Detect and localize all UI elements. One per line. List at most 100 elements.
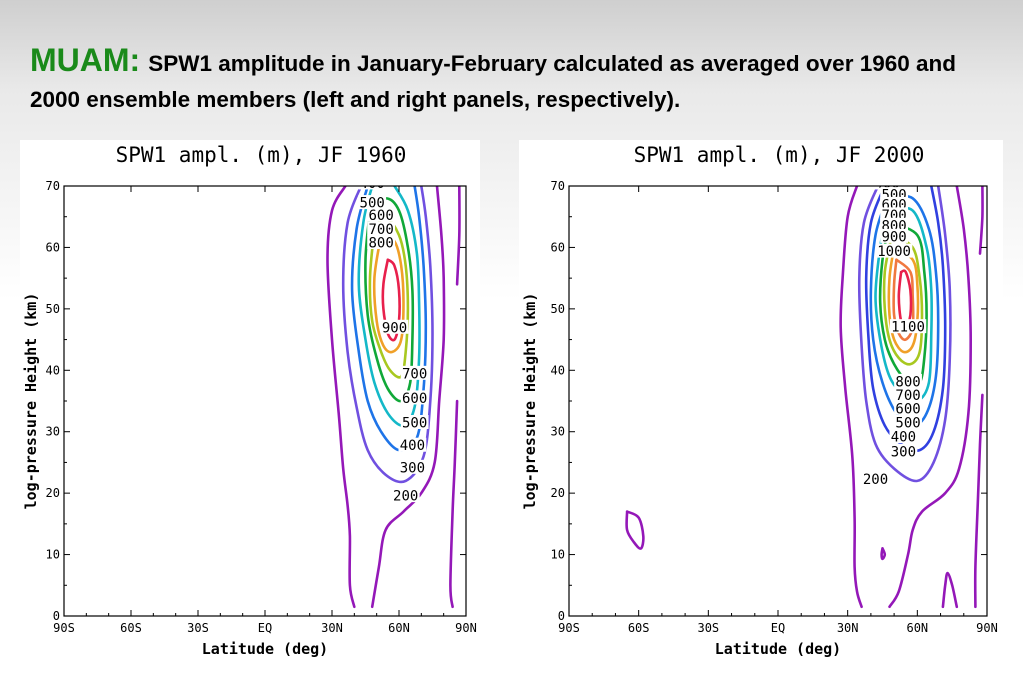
- x-tick-label: 30S: [187, 621, 209, 635]
- contour-line-800: [372, 233, 405, 354]
- contour-labels: 4005006007008009001000110080070060050040…: [861, 186, 927, 488]
- x-axis-label: Latitude (deg): [202, 640, 328, 658]
- contour-panel-right: SPW1 ampl. (m), JF 2000 400 500 600 700 800 90…: [519, 140, 1003, 662]
- contour-label: 900: [382, 320, 407, 336]
- x-tick-label: EQ: [771, 621, 785, 635]
- contour-label-bg: [398, 459, 427, 474]
- contour-label-bg: [894, 400, 922, 415]
- contour-label-bg: [398, 437, 427, 452]
- contour-line-200: [978, 186, 984, 255]
- chart-title: SPW1 ampl. (m), JF 1960: [116, 143, 407, 167]
- contour-label-bg: [400, 415, 429, 429]
- x-tick-label: 90S: [53, 621, 75, 635]
- contour-label: 400: [400, 438, 425, 454]
- x-tick-label: 30N: [837, 621, 859, 635]
- contour-label-bg: [380, 319, 409, 334]
- y-tick-label: 50: [46, 302, 60, 316]
- contour-label-bg: [358, 195, 387, 210]
- y-tick-label: 60: [46, 240, 60, 254]
- x-tick-label: 30N: [321, 621, 343, 635]
- x-tick-label: 60S: [628, 621, 650, 635]
- contour-label: 500: [895, 416, 920, 432]
- contour-label: 800: [368, 236, 393, 252]
- contour-line-1000: [892, 258, 915, 342]
- contour-lines: [625, 186, 984, 609]
- contour-label-bg: [391, 488, 420, 503]
- x-tick-label: 30S: [697, 621, 719, 635]
- contour-label-bg: [889, 319, 927, 334]
- contour-label: 600: [368, 208, 393, 224]
- contour-label-bg: [861, 471, 890, 486]
- y-axis-label: log-pressure Height (km): [521, 293, 539, 510]
- contour-panel-left: SPW1 ampl. (m), JF 1960 400 500 600 700 800 90…: [20, 140, 480, 662]
- contour-line-200: [326, 186, 356, 609]
- contour-line-300: [857, 186, 952, 483]
- y-tick-label: 30: [551, 425, 565, 439]
- contour-label: 300: [891, 444, 916, 460]
- contour-label: 700: [895, 388, 920, 404]
- contour-label: 900: [881, 229, 906, 245]
- contour-line-900: [887, 246, 920, 354]
- contour-chart-left: SPW1 ampl. (m), JF 196040050060070080090…: [22, 143, 477, 658]
- contour-line-800: [882, 233, 924, 366]
- contour-label-bg: [880, 228, 909, 243]
- contour-line-200: [839, 186, 863, 609]
- contour-line-200: [880, 547, 887, 561]
- contour-label: 1100: [891, 320, 925, 336]
- contour-line-300: [341, 186, 434, 484]
- contour-label-bg: [894, 415, 922, 429]
- y-tick-label: 30: [46, 425, 60, 439]
- contour-line-200: [941, 571, 959, 609]
- contour-label-bg: [894, 387, 922, 402]
- contour-label: 1000: [877, 244, 911, 260]
- x-tick-label: 90N: [455, 621, 477, 635]
- contour-line-200: [973, 393, 984, 609]
- contour-label: 200: [863, 472, 888, 488]
- contour-label: 700: [402, 366, 427, 382]
- contour-line-200: [370, 186, 446, 609]
- x-tick-label: 60N: [906, 621, 928, 635]
- contour-label-bg: [400, 390, 429, 405]
- plot-frame: [568, 185, 988, 617]
- contour-label-bg: [367, 235, 396, 250]
- contour-line-900: [381, 258, 401, 342]
- slide-title-text: SPW1 amplitude in January-February calcu…: [30, 51, 957, 112]
- y-tick-label: 10: [551, 548, 565, 562]
- chart-title: SPW1 ampl. (m), JF 2000: [634, 143, 925, 167]
- y-axis-label: log-pressure Height (km): [22, 293, 40, 510]
- x-tick-label: EQ: [258, 621, 272, 635]
- contour-label: 400: [360, 176, 385, 192]
- x-tick-label: 60N: [388, 621, 410, 635]
- contour-chart-right: SPW1 ampl. (m), JF 200040050060070080090…: [521, 143, 998, 658]
- contour-label: 400: [891, 430, 916, 446]
- y-tick-label: 70: [46, 179, 60, 193]
- contour-label-bg: [889, 429, 918, 444]
- y-tick-label: 60: [551, 240, 565, 254]
- contour-label: 200: [393, 489, 418, 505]
- y-tick-label: 40: [46, 363, 60, 377]
- x-tick-label: 60S: [120, 621, 142, 635]
- contour-line-200: [625, 510, 645, 550]
- contour-label-bg: [894, 373, 922, 388]
- contour-line-200: [455, 186, 461, 286]
- y-tick-label: 70: [551, 179, 565, 193]
- contour-label-bg: [400, 365, 429, 380]
- contour-label-bg: [875, 243, 913, 258]
- contour-label: 700: [368, 222, 393, 238]
- contour-label-bg: [880, 217, 909, 232]
- contour-line-200: [888, 186, 972, 609]
- contour-label-bg: [358, 186, 387, 190]
- contour-label: 600: [895, 401, 920, 417]
- contour-label-bg: [367, 207, 396, 222]
- y-tick-label: 0: [53, 609, 60, 623]
- y-tick-label: 50: [551, 302, 565, 316]
- contour-label: 500: [402, 416, 427, 432]
- y-tick-label: 20: [551, 486, 565, 500]
- contour-label: 800: [895, 374, 920, 390]
- x-tick-label: 90N: [976, 621, 998, 635]
- y-tick-label: 10: [46, 548, 60, 562]
- contour-label: 300: [400, 460, 425, 476]
- y-tick-label: 0: [558, 609, 565, 623]
- y-tick-label: 20: [46, 486, 60, 500]
